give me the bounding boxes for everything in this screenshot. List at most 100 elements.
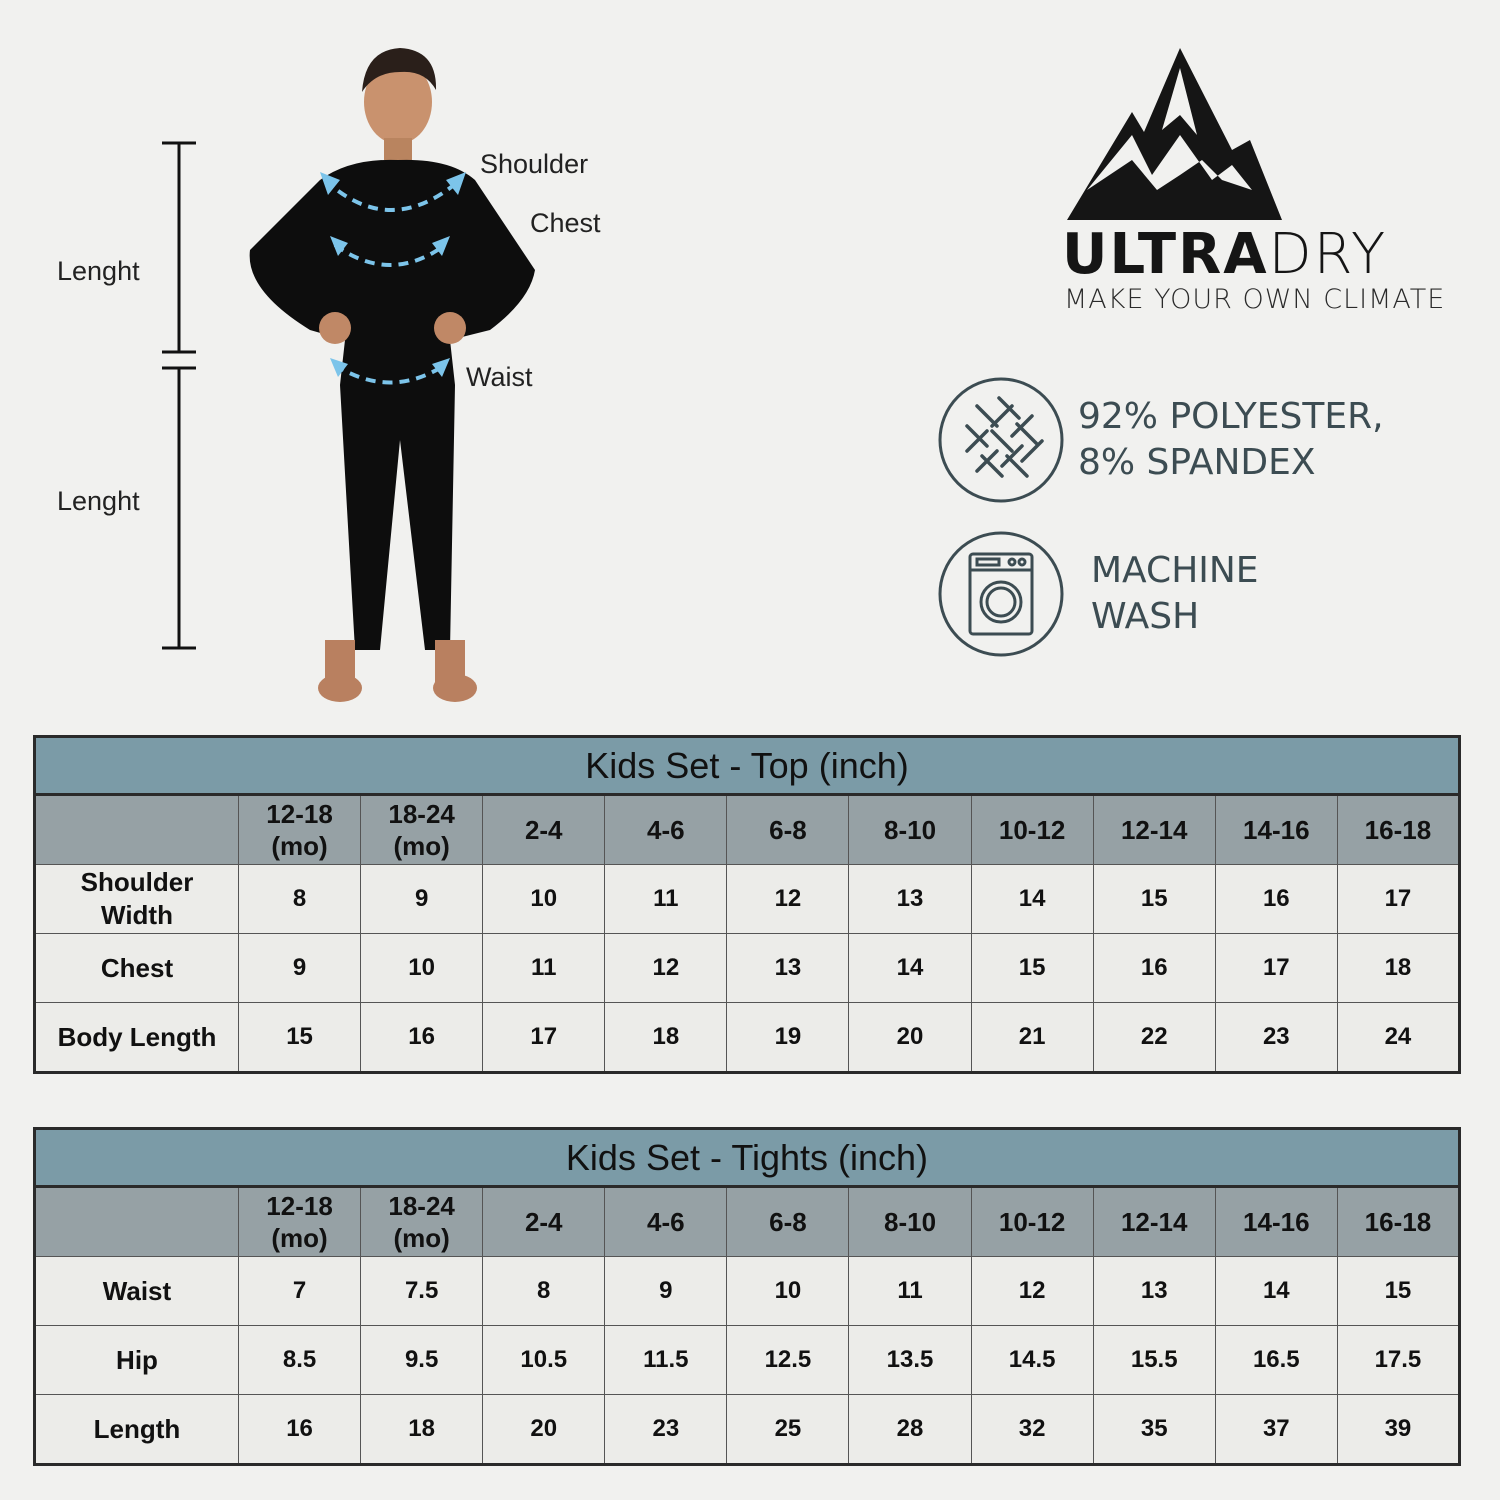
size-header-cell: 14-16 <box>1214 794 1338 865</box>
measurement-cell: 28 <box>848 1394 972 1465</box>
size-label-line: 16-18 <box>1364 815 1432 845</box>
measurement-cell: 12 <box>604 933 728 1003</box>
table-title: Kids Set - Top (inch) <box>34 736 1460 796</box>
size-header-cell: 16-18 <box>1336 1186 1461 1257</box>
washing-machine-icon <box>938 531 1064 657</box>
measurement-cell: 16 <box>360 1002 484 1073</box>
size-label-line: (mo) <box>393 1223 450 1253</box>
length-bottom-label: Lenght <box>57 486 140 516</box>
measurement-cell: 10.5 <box>482 1325 606 1395</box>
size-label-line: 6-8 <box>769 1207 807 1237</box>
measurement-cell: 17.5 <box>1336 1325 1461 1395</box>
measurement-cell: 23 <box>1214 1002 1338 1073</box>
measurement-cell: 9 <box>237 933 362 1003</box>
size-header-cell: 6-8 <box>726 794 850 865</box>
size-label-line: 2-4 <box>524 1207 563 1237</box>
measurement-cell: 39 <box>1336 1394 1461 1465</box>
table-title: Kids Set - Tights (inch) <box>34 1128 1460 1188</box>
care-instructions: MACHINE WASH <box>1091 548 1259 640</box>
measurement-cell: 37 <box>1214 1394 1338 1465</box>
measurement-cell: 14 <box>848 933 972 1003</box>
size-header-cell: 10-12 <box>970 794 1094 865</box>
table-row: Hip 8.5 9.5 10.5 11.5 12.5 13.5 14.5 15.5 16.5 17.… <box>34 1325 1461 1395</box>
table-title-row: Kids Set - Top (inch) <box>34 736 1460 796</box>
size-header-cell: 2-4 <box>482 1186 606 1257</box>
size-header-cell: 4-6 <box>604 794 728 865</box>
size-label-line: 4-6 <box>647 815 685 845</box>
table-row: Length 16 18 20 23 25 28 32 35 37 39 <box>34 1394 1461 1465</box>
size-label-line: 14-16 <box>1243 815 1310 845</box>
size-header-row: 12-18 (mo) 18-24 (mo) 2-4 4-6 6-8 8-10 10-12 12-1… <box>34 794 1461 865</box>
header-corner-cell <box>34 1186 239 1257</box>
size-label-line: (mo) <box>393 831 450 861</box>
size-label-line: 4-6 <box>647 1207 685 1237</box>
measurement-cell: 14 <box>1214 1256 1338 1326</box>
measurement-cell: 12 <box>726 864 850 934</box>
size-header-cell: 6-8 <box>726 1186 850 1257</box>
measurement-cell: 8 <box>482 1256 606 1326</box>
size-label-line: 12-14 <box>1120 815 1188 845</box>
measurement-cell: 17 <box>1336 864 1461 934</box>
size-header-row: 12-18 (mo) 18-24 (mo) 2-4 4-6 6-8 8-10 10-12 12-1… <box>34 1186 1461 1257</box>
measurement-cell: 7.5 <box>360 1256 484 1326</box>
table-row: Waist 7 7.5 8 9 10 11 12 13 14 15 <box>34 1256 1461 1326</box>
row-label-cell: Shoulder Width <box>34 864 239 934</box>
measurement-cell: 8 <box>237 864 362 934</box>
measurement-cell: 7 <box>237 1256 362 1326</box>
length-brackets <box>162 141 196 650</box>
table-title-row: Kids Set - Tights (inch) <box>34 1128 1460 1188</box>
brand-name-light: DRY <box>1268 222 1388 287</box>
measurement-cell: 12.5 <box>726 1325 850 1395</box>
measurement-cell: 11 <box>848 1256 972 1326</box>
row-label-line: Body Length <box>57 1021 217 1052</box>
row-label-line: Chest <box>100 952 174 983</box>
size-header-cell: 4-6 <box>604 1186 728 1257</box>
measurement-cell: 10 <box>726 1256 850 1326</box>
row-label-line: Hip <box>116 1344 158 1375</box>
tights-size-table: Kids Set - Tights (inch) 12-18 (mo) 18-24 (m… <box>33 1127 1461 1466</box>
measurement-cell: 12 <box>970 1256 1094 1326</box>
measurement-cell: 16 <box>1214 864 1338 934</box>
row-label-line: Shoulder <box>80 867 194 897</box>
measurement-cell: 15 <box>1336 1256 1461 1326</box>
measurement-cell: 8.5 <box>237 1325 362 1395</box>
row-label-cell: Hip <box>34 1325 239 1395</box>
care-line-1: MACHINE <box>1091 550 1259 591</box>
measurement-cell: 10 <box>360 933 484 1003</box>
row-label-cell: Body Length <box>34 1002 239 1073</box>
size-header-cell: 10-12 <box>970 1186 1094 1257</box>
fabric-weave-icon <box>938 377 1064 503</box>
brand-name: ULTRADRY <box>1062 222 1387 287</box>
chest-label: Chest <box>530 208 601 238</box>
measurement-cell: 13 <box>848 864 972 934</box>
table-row: Body Length 15 16 17 18 19 20 21 22 23 24 <box>34 1002 1461 1073</box>
measurement-cell: 24 <box>1336 1002 1461 1073</box>
measurement-cell: 15 <box>970 933 1094 1003</box>
measurement-cell: 18 <box>604 1002 728 1073</box>
table-row: Shoulder Width 8 9 10 11 12 13 14 15 16 17 <box>34 864 1461 934</box>
measurement-arrows <box>323 178 462 385</box>
measurement-cell: 16 <box>237 1394 362 1465</box>
header-corner-cell <box>34 794 239 865</box>
measurement-cell: 22 <box>1092 1002 1216 1073</box>
size-header-cell: 12-14 <box>1092 1186 1216 1257</box>
size-header-cell: 12-18 (mo) <box>237 1186 362 1257</box>
measurement-cell: 20 <box>848 1002 972 1073</box>
measurement-cell: 16 <box>1092 933 1216 1003</box>
measurement-cell: 35 <box>1092 1394 1216 1465</box>
table-row: Chest 9 10 11 12 13 14 15 16 17 18 <box>34 933 1461 1003</box>
measurement-cell: 32 <box>970 1394 1094 1465</box>
measurement-cell: 14 <box>970 864 1094 934</box>
measurement-cell: 15.5 <box>1092 1325 1216 1395</box>
row-label-cell: Waist <box>34 1256 239 1326</box>
measurement-cell: 13 <box>1092 1256 1216 1326</box>
measurement-cell: 18 <box>1336 933 1461 1003</box>
fabric-line-2: 8% SPANDEX <box>1078 442 1316 483</box>
row-label-cell: Length <box>34 1394 239 1465</box>
brand-name-bold: ULTRA <box>1062 222 1269 287</box>
size-header-cell: 18-24 (mo) <box>360 1186 484 1257</box>
size-label-line: 8-10 <box>883 815 937 845</box>
size-label-line: 18-24 <box>388 1191 455 1221</box>
size-label-line: 12-18 <box>266 799 333 829</box>
size-header-cell: 14-16 <box>1214 1186 1338 1257</box>
